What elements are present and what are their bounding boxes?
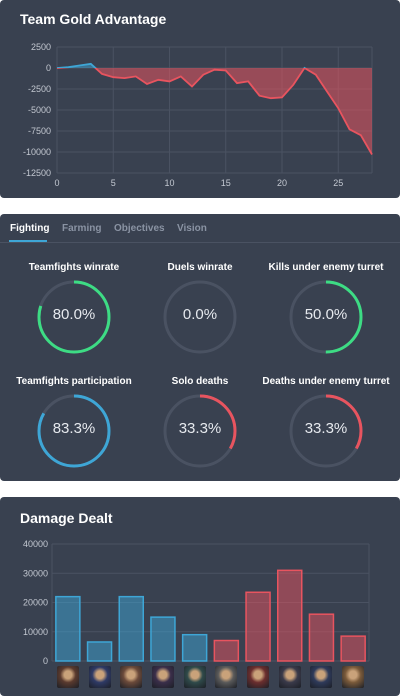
damage-chart-title: Damage Dealt (20, 510, 113, 526)
gold-y-tick-label: -7500 (28, 126, 51, 136)
damage-bar (150, 616, 176, 662)
fighting-stats-card: Fighting Farming Objectives Vision Teamf… (0, 214, 400, 481)
ring-deaths-under-turret: 33.3% (286, 391, 366, 471)
damage-bar (213, 639, 240, 662)
gold-x-tick-label: 5 (111, 178, 116, 188)
damage-y-tick-label: 40000 (23, 539, 48, 549)
gold-advantage-chart: 2500 0 -2500 -5000 -7500 -10000 -12500 0 5 10 15 2… (23, 42, 373, 188)
damage-bar (308, 613, 335, 662)
stats-tabs: Fighting Farming Objectives Vision (0, 214, 400, 243)
damage-bar (277, 569, 303, 662)
champion-portrait-icon[interactable] (247, 666, 270, 688)
damage-y-tick-label: 30000 (23, 568, 48, 578)
tab-objectives[interactable]: Objectives (114, 223, 165, 234)
stat-value-teamfights-winrate: 80.0% (52, 306, 96, 323)
stat-label-teamfights-participation: Teamfights participation (16, 376, 132, 387)
ring-teamfights-participation: 83.3% (34, 391, 114, 471)
gold-deficit-line (57, 68, 373, 155)
stat-label-teamfights-winrate: Teamfights winrate (28, 262, 120, 273)
stat-ring-graphic (163, 280, 237, 354)
ring-progress-arc (289, 394, 363, 468)
stat-ring-graphic (37, 280, 111, 354)
gold-x-tick-label: 25 (333, 178, 343, 188)
stat-ring-graphic (289, 280, 363, 354)
damage-y-tick-label: 0 (43, 656, 48, 666)
tab-fighting[interactable]: Fighting (10, 223, 50, 234)
stat-ring-graphic (289, 394, 363, 468)
damage-bar (55, 595, 81, 662)
champion-portrait-icon[interactable] (151, 666, 174, 688)
gold-advantage-card: Team Gold Advantage 2500 0 -2500 -5000 -7500… (0, 0, 400, 198)
stat-value-kills-under-turret: 50.0% (304, 306, 348, 323)
ring-progress-arc (37, 394, 111, 468)
ring-progress-arc (289, 280, 363, 354)
tab-farming[interactable]: Farming (62, 223, 102, 234)
damage-y-tick-label: 20000 (23, 598, 48, 608)
gold-x-tick-label: 15 (221, 178, 231, 188)
gold-x-tick-label: 20 (277, 178, 287, 188)
champion-portrait-icon[interactable] (278, 666, 301, 688)
gold-y-tick-label: -2500 (28, 84, 51, 94)
gold-y-tick-label: -10000 (23, 147, 51, 157)
ring-duels-winrate: 0.0% (160, 277, 240, 357)
gold-y-tick-label: -12500 (23, 168, 51, 178)
stat-value-duels-winrate: 0.0% (182, 306, 218, 323)
damage-bar (118, 595, 144, 662)
stat-ring-graphic (37, 394, 111, 468)
gold-x-tick-label: 0 (54, 178, 59, 188)
damage-y-tick-label: 10000 (23, 627, 48, 637)
gold-y-tick-label: -5000 (28, 105, 51, 115)
gold-y-tick-label: 0 (46, 63, 51, 73)
stat-ring-graphic (163, 394, 237, 468)
gold-x-tick-label: 10 (164, 178, 174, 188)
active-tab-indicator (9, 240, 47, 242)
damage-bar (86, 641, 113, 662)
champion-portrait-icon[interactable] (342, 666, 365, 688)
stat-value-deaths-under-turret: 33.3% (304, 420, 348, 437)
champion-portrait-icon[interactable] (88, 666, 111, 688)
damage-dealt-chart: 40000 30000 20000 10000 0 (23, 539, 370, 666)
ring-kills-under-turret: 50.0% (286, 277, 366, 357)
gold-deficit-area (57, 68, 372, 155)
champion-portrait-icon[interactable] (183, 666, 206, 688)
ring-teamfights-winrate: 80.0% (34, 277, 114, 357)
gold-chart-title: Team Gold Advantage (20, 11, 167, 27)
damage-bar (181, 633, 208, 662)
ring-progress-arc (163, 394, 237, 468)
champion-portrait-icon[interactable] (215, 666, 238, 688)
champion-portrait-icon[interactable] (120, 666, 143, 688)
gold-y-tick-label: 2500 (31, 42, 51, 52)
stat-label-solo-deaths: Solo deaths (171, 376, 229, 387)
tab-vision[interactable]: Vision (177, 223, 207, 234)
damage-bar (245, 591, 271, 662)
ring-solo-deaths: 33.3% (160, 391, 240, 471)
stat-label-deaths-under-turret: Deaths under enemy turret (262, 376, 390, 387)
ring-progress-arc (37, 280, 111, 354)
stat-label-kills-under-turret: Kills under enemy turret (268, 262, 384, 273)
stat-value-solo-deaths: 33.3% (178, 420, 222, 437)
champion-portrait-icon[interactable] (56, 666, 79, 688)
damage-bar (340, 635, 366, 662)
champion-portrait-icon[interactable] (310, 666, 333, 688)
stat-value-teamfights-participation: 83.3% (52, 420, 96, 437)
ring-track (163, 280, 237, 354)
stat-label-duels-winrate: Duels winrate (167, 262, 233, 273)
